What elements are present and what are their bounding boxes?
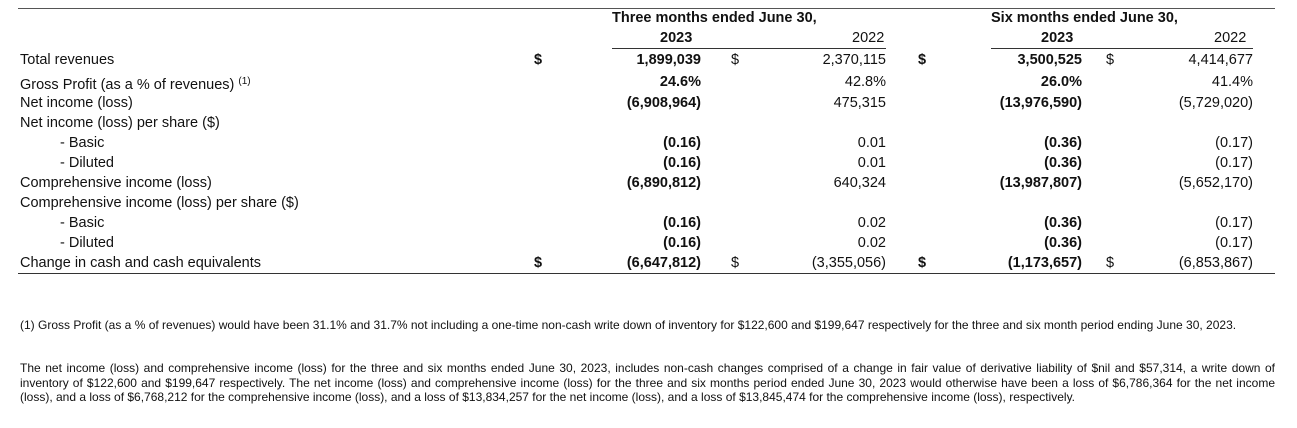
value-2022-six-months: (0.17): [1215, 155, 1253, 171]
currency-symbol: $: [918, 52, 927, 68]
value-2022-three-months: 0.01: [857, 135, 886, 151]
value-2023-six-months: (13,976,590): [999, 95, 1082, 111]
table-row: Net income (loss) per share ($): [0, 113, 1297, 133]
currency-symbol: $: [731, 255, 740, 271]
table-bottom-rule: [18, 273, 1275, 274]
value-2023-six-months: 26.0%: [1040, 74, 1082, 90]
row-label: Net income (loss) per share ($): [20, 115, 220, 131]
value-2023-three-months: (6,647,812): [626, 255, 701, 271]
year-2022-six-months: 2022: [1214, 30, 1247, 46]
table-row: - Basic (0.16) 0.01 (0.36) (0.17): [0, 133, 1297, 153]
year-2023-six-months: 2023: [1041, 30, 1074, 46]
value-2023-three-months: (0.16): [663, 155, 701, 171]
value-2022-six-months: 4,414,677: [1188, 52, 1253, 68]
table-top-rule: [18, 8, 1275, 9]
row-label: - Diluted: [60, 235, 114, 251]
value-2023-six-months: (0.36): [1044, 215, 1082, 231]
value-2022-three-months: 42.8%: [844, 74, 886, 90]
value-2023-three-months: (6,908,964): [626, 95, 701, 111]
row-label: Gross Profit (as a % of revenues) (1): [20, 76, 251, 93]
value-2022-three-months: 0.02: [857, 215, 886, 231]
table-row: Total revenues $ 1,899,039 $ 2,370,115 $…: [0, 50, 1297, 70]
six-months-header: Six months ended June 30,: [991, 10, 1178, 26]
value-2022-three-months: 475,315: [833, 95, 886, 111]
header-underline-six-months: [991, 48, 1253, 49]
table-row: Comprehensive income (loss) (6,890,812) …: [0, 173, 1297, 193]
value-2022-six-months: 41.4%: [1211, 74, 1253, 90]
row-label: Change in cash and cash equivalents: [20, 255, 262, 271]
table-row: Change in cash and cash equivalents $ (6…: [0, 253, 1297, 273]
row-label: Total revenues: [20, 52, 115, 68]
value-2023-three-months: 1,899,039: [636, 52, 701, 68]
value-2022-six-months: (6,853,867): [1178, 255, 1253, 271]
value-2022-six-months: (0.17): [1215, 135, 1253, 151]
value-2023-three-months: (0.16): [663, 235, 701, 251]
footnote-marker: (1): [238, 76, 251, 87]
value-2023-three-months: (0.16): [663, 135, 701, 151]
value-2023-six-months: (13,987,807): [999, 175, 1082, 191]
row-label: - Diluted: [60, 155, 114, 171]
value-2023-three-months: 24.6%: [659, 74, 701, 90]
value-2022-three-months: 2,370,115: [822, 52, 886, 68]
currency-symbol: $: [731, 52, 740, 68]
table-row: Comprehensive income (loss) per share ($…: [0, 193, 1297, 213]
footnote-1: (1) Gross Profit (as a % of revenues) wo…: [20, 318, 1237, 332]
value-2022-six-months: (0.17): [1215, 215, 1253, 231]
footnote-2: The net income (loss) and comprehensive …: [20, 361, 1275, 404]
value-2023-three-months: (0.16): [663, 215, 701, 231]
value-2023-six-months: (1,173,657): [1007, 255, 1082, 271]
value-2022-three-months: 640,324: [833, 175, 886, 191]
currency-symbol: $: [1106, 52, 1115, 68]
value-2022-three-months: 0.02: [857, 235, 886, 251]
value-2023-three-months: (6,890,812): [626, 175, 701, 191]
three-months-header: Three months ended June 30,: [612, 10, 817, 26]
table-row: Gross Profit (as a % of revenues) (1) 24…: [0, 72, 1297, 93]
value-2023-six-months: 3,500,525: [1017, 52, 1082, 68]
value-2022-six-months: (5,729,020): [1178, 95, 1253, 111]
row-label: Comprehensive income (loss): [20, 175, 212, 191]
row-label: Comprehensive income (loss) per share ($…: [20, 195, 299, 211]
table-row: - Diluted (0.16) 0.01 (0.36) (0.17): [0, 153, 1297, 173]
row-label: Net income (loss): [20, 95, 133, 111]
table-row: Net income (loss) (6,908,964) 475,315 (1…: [0, 93, 1297, 113]
year-2022-three-months: 2022: [852, 30, 885, 46]
currency-symbol: $: [918, 255, 927, 271]
table-row: - Basic (0.16) 0.02 (0.36) (0.17): [0, 213, 1297, 233]
value-2023-six-months: (0.36): [1044, 155, 1082, 171]
row-label: - Basic: [60, 135, 105, 151]
header-underline-three-months: [612, 48, 886, 49]
currency-symbol: $: [534, 52, 543, 68]
currency-symbol: $: [534, 255, 543, 271]
year-2023-three-months: 2023: [660, 30, 693, 46]
row-label: - Basic: [60, 215, 105, 231]
value-2022-three-months: 0.01: [857, 155, 886, 171]
value-2022-three-months: (3,355,056): [811, 255, 886, 271]
value-2022-six-months: (0.17): [1215, 235, 1253, 251]
value-2023-six-months: (0.36): [1044, 235, 1082, 251]
value-2023-six-months: (0.36): [1044, 135, 1082, 151]
value-2022-six-months: (5,652,170): [1178, 175, 1253, 191]
table-row: - Diluted (0.16) 0.02 (0.36) (0.17): [0, 233, 1297, 253]
currency-symbol: $: [1106, 255, 1115, 271]
